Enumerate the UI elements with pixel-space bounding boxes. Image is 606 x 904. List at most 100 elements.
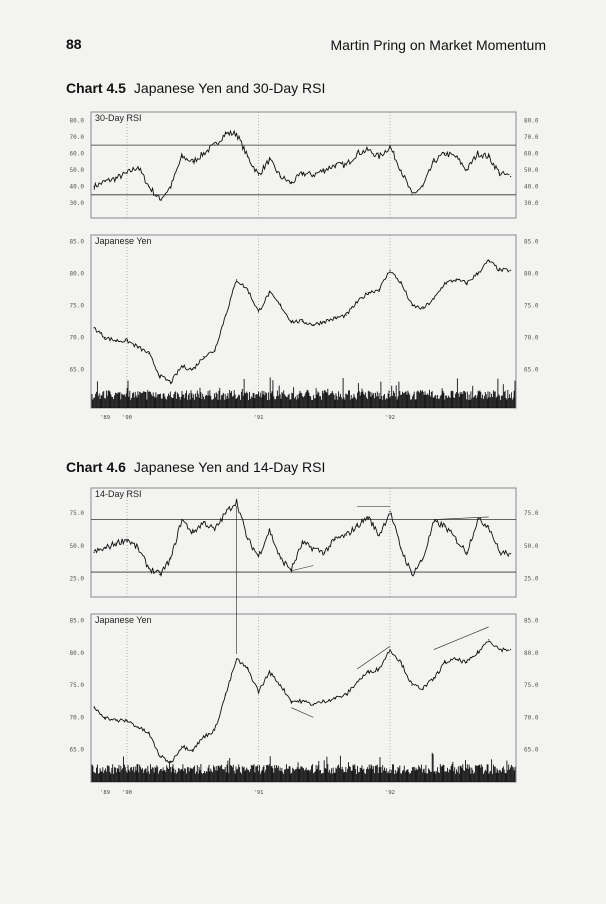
data-point [411,304,413,307]
y-tick-label-left: 85.0 [70,617,85,624]
y-tick-label-left: 80.0 [70,117,85,124]
data-point [126,720,128,722]
y-tick-label-right: 75.0 [524,510,539,517]
data-point [389,511,391,513]
data-point [246,538,249,540]
data-point [203,152,205,155]
y-tick-label-right: 80.0 [524,117,539,124]
data-point [422,558,424,560]
panel-label: Japanese Yen [95,615,152,625]
data-point [367,292,369,294]
data-point [170,185,172,188]
data-point [104,180,106,183]
data-point [170,381,172,383]
data-point [115,177,117,179]
data-point [268,529,271,531]
data-point [345,694,347,696]
page-number: 88 [66,36,82,52]
data-point [466,551,468,553]
data-point [466,661,468,664]
data-point [411,684,413,686]
caption-title: Japanese Yen and 14-Day RSI [133,459,326,475]
data-point [477,652,479,654]
y-tick-label-left: 50.0 [70,167,85,174]
data-point [477,518,479,521]
data-point [323,700,325,702]
data-point [510,553,512,555]
data-point [203,736,205,738]
data-point [455,156,457,158]
data-point [488,525,490,527]
data-point [290,320,292,323]
data-point [433,678,435,680]
data-point [323,169,325,171]
data-point [246,668,249,670]
data-point [268,292,271,294]
data-point [126,172,128,174]
data-point [104,336,106,339]
data-point [159,199,161,201]
y-tick-label-right: 80.0 [524,270,539,277]
data-point [444,661,446,664]
data-point [279,684,282,686]
data-point [159,375,161,377]
data-point [334,317,336,319]
y-tick-label-right: 50.0 [524,167,539,174]
data-point [115,542,117,544]
data-point [181,518,183,521]
data-point [466,169,468,171]
panel-30-day-rsi: 80.0 80.0 70.0 70.0 60.0 60.0 50.0 50.0 40.0 40.0… [70,111,539,219]
y-tick-label-left: 65.0 [70,367,85,374]
data-point [126,538,128,540]
data-point [126,340,128,342]
data-point [345,164,347,166]
y-tick-label-right: 85.0 [524,238,539,245]
data-point [345,534,347,536]
data-point [257,311,260,313]
data-point [268,671,271,673]
data-point [137,726,139,728]
data-point [510,175,512,178]
data-point [192,749,194,751]
y-tick-label-left: 75.0 [70,302,85,309]
panel-frame [90,111,517,219]
chart-caption-4-6: Chart 4.6 Japanese Yen and 14-Day RSI [66,459,325,475]
y-tick-label-right: 70.0 [524,714,539,721]
trendline-annotation [433,516,489,520]
data-point [279,304,282,307]
data-point [488,260,490,262]
data-point [192,532,194,534]
y-tick-label-left: 80.0 [70,650,85,657]
data-point [290,700,292,702]
y-tick-label-right: 30.0 [524,200,539,207]
data-point [444,152,446,155]
data-point [433,298,435,300]
y-tick-label-left: 40.0 [70,184,85,191]
data-point [148,185,150,188]
data-point [334,164,336,166]
panel-label: Japanese Yen [95,236,152,246]
data-point [203,356,205,358]
panel-frame [90,613,517,783]
caption-label: Chart 4.6 [66,459,126,475]
y-tick-label-left: 75.0 [70,510,85,517]
data-point [488,639,490,641]
data-point [246,288,249,291]
data-point [115,340,117,342]
panel-label: 14-Day RSI [95,489,142,499]
y-tick-label-left: 50.0 [70,543,85,550]
y-tick-label-left: 75.0 [70,682,85,689]
data-point [433,161,435,163]
data-point [214,349,216,351]
data-point [236,279,238,281]
data-point [203,521,205,523]
chart-caption-4-5: Chart 4.5 Japanese Yen and 30-Day RSI [66,80,325,96]
data-point [367,671,369,673]
panel-frame [90,487,517,598]
data-point [93,185,95,188]
data-point [400,547,402,550]
caption-title: Japanese Yen and 30-Day RSI [133,80,326,96]
data-point [257,555,260,557]
volume-bars [91,377,516,408]
data-point [455,538,457,540]
